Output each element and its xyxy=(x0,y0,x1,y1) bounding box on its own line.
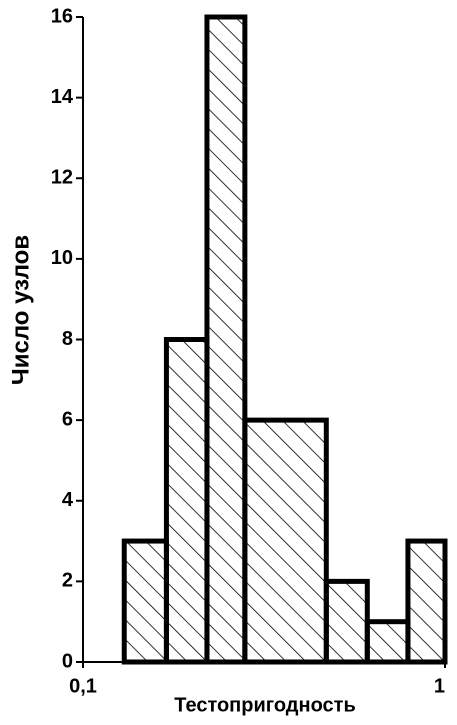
bar xyxy=(323,578,370,665)
y-tick-label: 4 xyxy=(62,489,74,511)
y-tick-label: 14 xyxy=(51,86,74,108)
y-tick-label: 6 xyxy=(62,408,73,430)
y-tick-label: 16 xyxy=(51,5,73,27)
x-axis-label: Тестопригодность xyxy=(174,694,356,716)
bar xyxy=(204,14,248,665)
y-tick-label: 10 xyxy=(51,247,73,269)
bar xyxy=(121,538,169,665)
y-tick-label: 2 xyxy=(62,570,73,592)
bar xyxy=(163,337,210,665)
bar xyxy=(405,538,448,665)
x-tick-label: 1 xyxy=(434,675,445,697)
y-tick-label: 8 xyxy=(62,328,73,350)
y-tick-label: 0 xyxy=(62,650,73,672)
y-tick-label: 12 xyxy=(51,167,73,189)
bar xyxy=(364,619,411,665)
y-axis-label: Число узлов xyxy=(7,235,34,385)
bar xyxy=(242,417,329,665)
x-tick-label: 0,1 xyxy=(69,675,97,697)
